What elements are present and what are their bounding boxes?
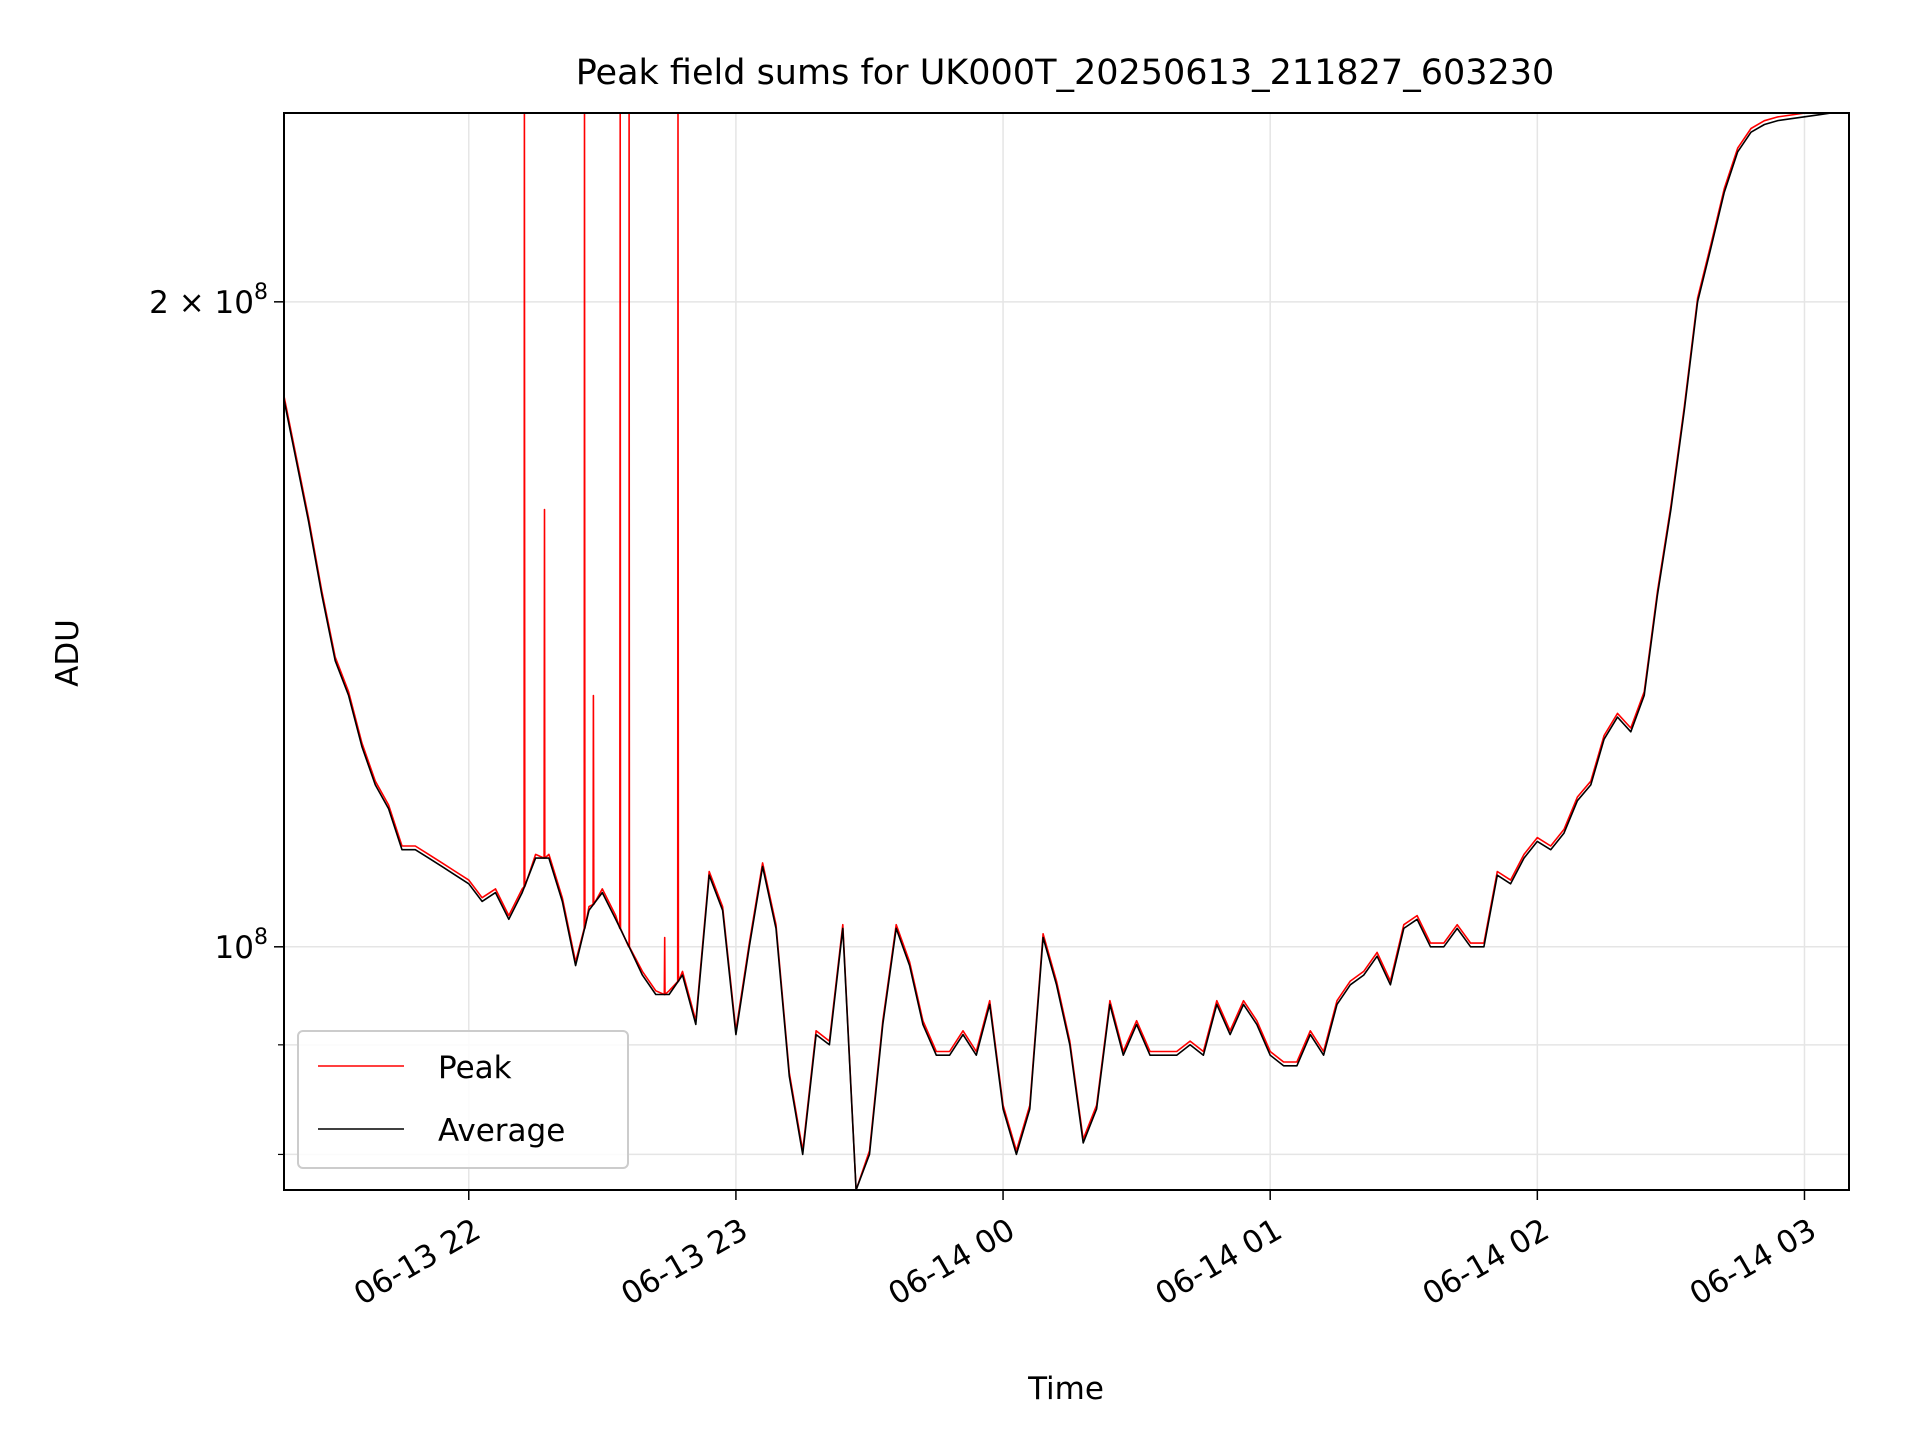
plot-frame bbox=[283, 112, 1850, 1191]
x-tick-label: 06-14 03 bbox=[1684, 1212, 1823, 1313]
x-axis-label: Time bbox=[1027, 1371, 1104, 1407]
peak-series-line bbox=[283, 112, 1845, 1191]
legend-peak-label: Peak bbox=[438, 1050, 512, 1086]
legend-average-label: Average bbox=[438, 1113, 565, 1149]
y-tick-label: 2 × 108 bbox=[149, 280, 268, 321]
average-series-line bbox=[283, 112, 1845, 1191]
x-tick-label: 06-13 22 bbox=[348, 1212, 487, 1313]
x-tick-label: 06-13 23 bbox=[615, 1212, 754, 1313]
x-tick-label: 06-14 01 bbox=[1149, 1212, 1288, 1313]
x-tick-label: 06-14 02 bbox=[1417, 1212, 1556, 1313]
x-tick-label: 06-14 00 bbox=[882, 1212, 1021, 1313]
y-axis-label: ADU bbox=[50, 619, 86, 687]
chart-title: Peak field sums for UK000T_20250613_2118… bbox=[576, 53, 1555, 93]
x-axis: 06-13 22 06-13 23 06-14 00 06-14 01 06-14 02… bbox=[348, 1190, 1822, 1313]
plot-area bbox=[283, 112, 1845, 1191]
y-axis: 108 2 × 108 bbox=[149, 280, 284, 1156]
legend: Peak Average bbox=[297, 1030, 629, 1169]
y-tick-label: 108 bbox=[215, 925, 268, 966]
